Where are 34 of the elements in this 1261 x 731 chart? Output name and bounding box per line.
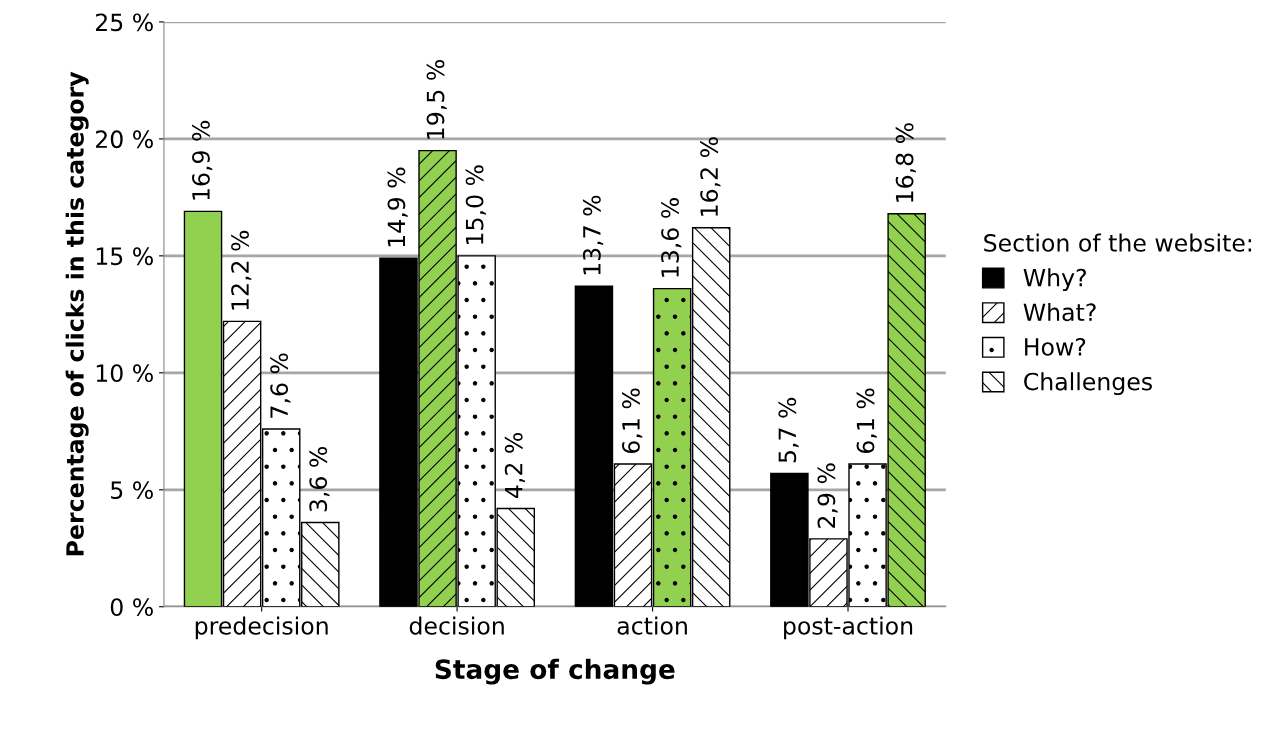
y-axis-title: Percentage of clicks in this category (65, 71, 89, 556)
x-tick-label: post-action (784, 616, 913, 640)
y-tick-label: 10 % (96, 364, 153, 383)
bar (183, 210, 223, 607)
y-tick-label: 5 % (111, 481, 153, 500)
y-tick-label: 25 % (95, 13, 153, 32)
data-label: 4,2 % (504, 432, 526, 498)
data-label: 16,2 % (700, 137, 721, 216)
legend-title: Section of the website: (984, 233, 1252, 252)
data-label: 13,7 % (582, 195, 604, 275)
x-tick-label: decision (409, 616, 504, 635)
data-label: 5,7 % (778, 397, 799, 463)
data-label: 6,1 % (622, 388, 643, 454)
data-label: 16,8 % (895, 123, 916, 202)
legend-label: Challenges (1024, 372, 1152, 396)
legend-label: How? (1025, 337, 1086, 356)
y-tick-label: 0 % (110, 598, 153, 617)
data-label: 3,6 % (309, 446, 330, 512)
data-label: 16,9 % (192, 120, 213, 200)
data-label: 7,6 % (270, 353, 291, 418)
legend-label: What? (1023, 302, 1096, 322)
x-tick-label: action (617, 616, 687, 635)
y-tick-label: 15 % (96, 247, 153, 266)
legend-label: Why? (1023, 268, 1086, 292)
data-label: 13,6 % (661, 198, 682, 277)
data-label: 19,5 % (426, 60, 447, 139)
y-tick-label: 20 % (95, 130, 153, 149)
x-tick-label: predecision (195, 616, 328, 640)
data-label: 6,1 % (856, 388, 877, 454)
x-axis-title: Stage of change (435, 658, 675, 685)
data-label: 14,9 % (387, 167, 408, 247)
data-label: 15,0 % (465, 165, 486, 244)
data-label: 2,9 % (817, 463, 838, 528)
data-label: 12,2 % (231, 230, 252, 310)
